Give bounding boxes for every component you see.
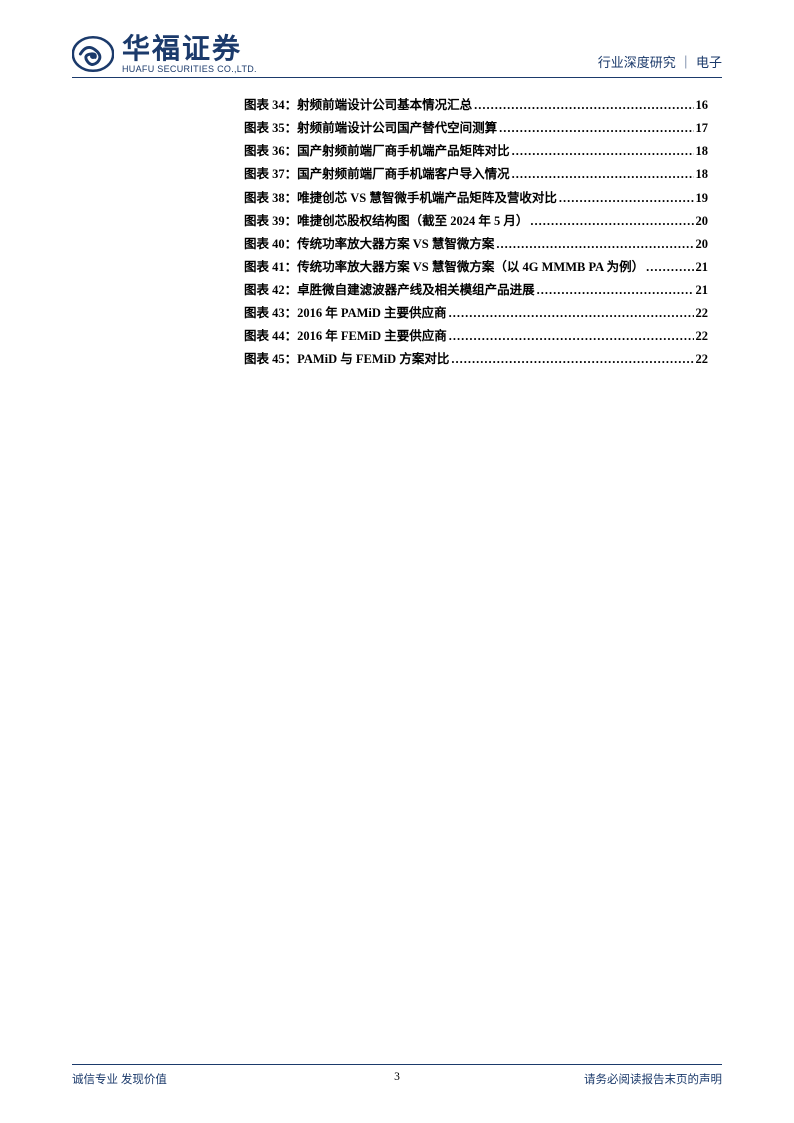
toc-page: 17 (696, 117, 709, 140)
logo-block: 华福证券 HUAFU SECURITIES CO.,LTD. (72, 33, 257, 75)
toc-title: 射频前端设计公司基本情况汇总 (297, 94, 472, 117)
toc-label: 图表 42： (244, 279, 297, 302)
toc-leader-dots (646, 256, 693, 279)
toc-leader-dots (496, 233, 693, 256)
toc-leader-dots (512, 140, 694, 163)
toc-title: 2016 年 FEMiD 主要供应商 (297, 325, 447, 348)
toc-row: 图表 41： 传统功率放大器方案 VS 慧智微方案（以 4G MMMB PA 为… (244, 256, 708, 279)
toc-list: 图表 34： 射频前端设计公司基本情况汇总 16图表 35： 射频前端设计公司国… (244, 94, 708, 372)
logo-english: HUAFU SECURITIES CO.,LTD. (122, 65, 257, 74)
logo-chinese: 华福证券 (122, 35, 257, 63)
toc-page: 18 (696, 163, 709, 186)
toc-leader-dots (530, 210, 693, 233)
toc-row: 图表 36： 国产射频前端厂商手机端产品矩阵对比 18 (244, 140, 708, 163)
toc-row: 图表 43： 2016 年 PAMiD 主要供应商 22 (244, 302, 708, 325)
header-category: 行业深度研究 ｜ 电子 (598, 52, 722, 75)
toc-row: 图表 45： PAMiD 与 FEMiD 方案对比 22 (244, 348, 708, 371)
toc-label: 图表 38： (244, 187, 297, 210)
toc-label: 图表 40： (244, 233, 297, 256)
toc-row: 图表 37： 国产射频前端厂商手机端客户导入情况 18 (244, 163, 708, 186)
toc-title: 2016 年 PAMiD 主要供应商 (297, 302, 446, 325)
toc-title: 传统功率放大器方案 VS 慧智微方案（以 4G MMMB PA 为例） (297, 256, 644, 279)
toc-label: 图表 39： (244, 210, 297, 233)
toc-leader-dots (449, 325, 694, 348)
toc-label: 图表 36： (244, 140, 297, 163)
toc-row: 图表 34： 射频前端设计公司基本情况汇总 16 (244, 94, 708, 117)
toc-title: 唯捷创芯 VS 慧智微手机端产品矩阵及营收对比 (297, 187, 557, 210)
toc-title: PAMiD 与 FEMiD 方案对比 (297, 348, 449, 371)
toc-leader-dots (449, 302, 694, 325)
toc-leader-dots (537, 279, 694, 302)
toc-title: 国产射频前端厂商手机端客户导入情况 (297, 163, 510, 186)
toc-row: 图表 42： 卓胜微自建滤波器产线及相关模组产品进展 21 (244, 279, 708, 302)
toc-label: 图表 35： (244, 117, 297, 140)
toc-row: 图表 38： 唯捷创芯 VS 慧智微手机端产品矩阵及营收对比 19 (244, 187, 708, 210)
toc-label: 图表 41： (244, 256, 297, 279)
footer-page-number: 3 (394, 1071, 400, 1083)
toc-row: 图表 35： 射频前端设计公司国产替代空间测算 17 (244, 117, 708, 140)
toc-row: 图表 44： 2016 年 FEMiD 主要供应商 22 (244, 325, 708, 348)
toc-leader-dots (474, 94, 693, 117)
page-header: 华福证券 HUAFU SECURITIES CO.,LTD. 行业深度研究 ｜ … (72, 28, 722, 78)
toc-row: 图表 40： 传统功率放大器方案 VS 慧智微方案 20 (244, 233, 708, 256)
toc-page: 16 (696, 94, 709, 117)
toc-page: 19 (696, 187, 709, 210)
toc-leader-dots (512, 163, 694, 186)
toc-label: 图表 45： (244, 348, 297, 371)
toc-page: 21 (696, 279, 709, 302)
toc-page: 18 (696, 140, 709, 163)
footer-right: 请务必阅读报告末页的声明 (584, 1071, 722, 1087)
toc-label: 图表 37： (244, 163, 297, 186)
toc-title: 唯捷创芯股权结构图（截至 2024 年 5 月） (297, 210, 528, 233)
toc-page: 22 (696, 325, 709, 348)
toc-label: 图表 44： (244, 325, 297, 348)
toc-leader-dots (451, 348, 693, 371)
toc-page: 22 (696, 302, 709, 325)
logo-swirl-icon (72, 33, 114, 75)
toc-page: 21 (696, 256, 709, 279)
toc-leader-dots (499, 117, 693, 140)
toc-label: 图表 43： (244, 302, 297, 325)
toc-title: 传统功率放大器方案 VS 慧智微方案 (297, 233, 494, 256)
toc-row: 图表 39： 唯捷创芯股权结构图（截至 2024 年 5 月） 20 (244, 210, 708, 233)
toc-label: 图表 34： (244, 94, 297, 117)
toc-title: 国产射频前端厂商手机端产品矩阵对比 (297, 140, 510, 163)
toc-title: 射频前端设计公司国产替代空间测算 (297, 117, 497, 140)
logo-text: 华福证券 HUAFU SECURITIES CO.,LTD. (122, 35, 257, 74)
toc-page: 22 (696, 348, 709, 371)
toc-page: 20 (696, 233, 709, 256)
toc-leader-dots (559, 187, 694, 210)
toc-title: 卓胜微自建滤波器产线及相关模组产品进展 (297, 279, 535, 302)
page-footer: 诚信专业 发现价值 3 请务必阅读报告末页的声明 (72, 1064, 722, 1087)
footer-left: 诚信专业 发现价值 (72, 1071, 167, 1087)
toc-page: 20 (696, 210, 709, 233)
